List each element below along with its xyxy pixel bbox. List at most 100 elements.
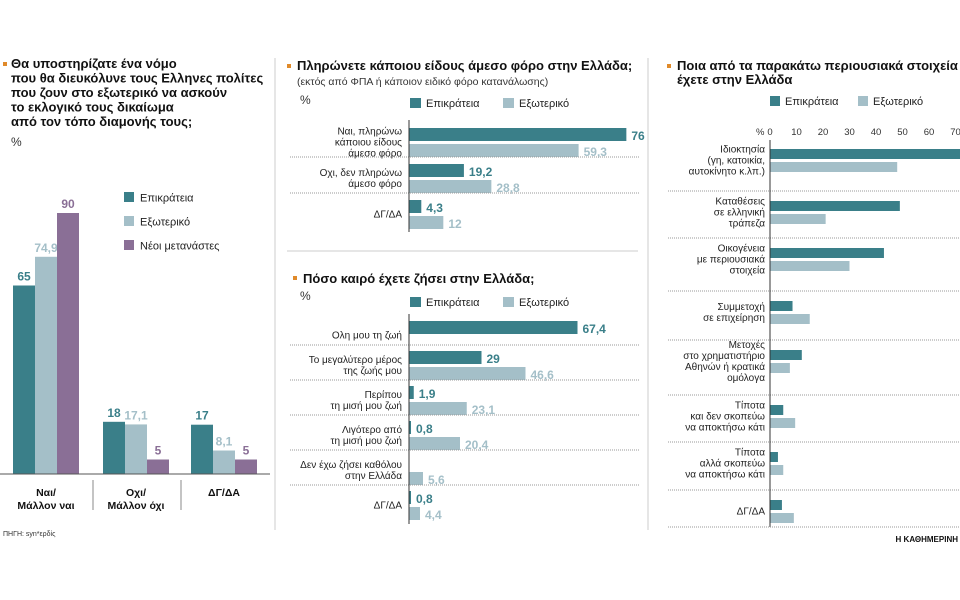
chart4-bar xyxy=(770,301,793,311)
chart1-title-line: που ζουν στο εξωτερικό να ασκούν xyxy=(11,85,227,100)
chart3-bar xyxy=(409,351,482,364)
chart1-legend-label: Νέοι μετανάστες xyxy=(140,241,219,253)
chart4-category-label: στο χρηματιστήριο xyxy=(683,350,765,362)
chart1-legend-swatch xyxy=(124,240,134,250)
chart1-legend-swatch xyxy=(124,216,134,226)
publisher-logo: Η ΚΑΘΗΜΕΡΙΝΗ xyxy=(896,535,959,544)
chart3-category-label: της ζωής μου xyxy=(343,365,402,377)
chart3-unit-label: % xyxy=(300,289,311,303)
chart3-category-label: Περίπου xyxy=(365,389,402,401)
chart4-bar xyxy=(770,452,778,462)
chart4-tick-label: 20 xyxy=(818,127,829,138)
chart3-legend-label: Εξωτερικό xyxy=(519,297,569,309)
chart1-bar xyxy=(35,256,57,474)
chart3-value-label: 20,4 xyxy=(465,438,489,452)
chart1-bar xyxy=(57,213,79,474)
chart4-title-line: Ποια από τα παρακάτω περιουσιακά στοιχεί… xyxy=(677,58,958,73)
chart4-category-label: Οικογένεια xyxy=(718,243,766,255)
chart3-title-marker xyxy=(293,276,297,280)
chart2-legend-swatch xyxy=(503,98,514,108)
chart1-unit-label: % xyxy=(11,135,22,149)
chart2-subtitle: (εκτός από ΦΠΑ ή κάποιον ειδικό φόρο κατ… xyxy=(297,76,548,88)
chart3-bar xyxy=(409,421,411,434)
chart2-title: Πληρώνετε κάποιου είδους άμεσο φόρο στην… xyxy=(297,58,632,73)
chart4-legend-label: Εξωτερικό xyxy=(873,96,923,108)
chart4-category-label: Τίποτα xyxy=(735,447,765,459)
chart1-category-label: Μάλλον όχι xyxy=(108,500,165,512)
chart4-tick-label: 50 xyxy=(897,127,908,138)
chart4-category-label: Τίποτα xyxy=(735,400,765,412)
chart2-legend-label: Εξωτερικό xyxy=(519,98,569,110)
chart1-value-label: 90 xyxy=(61,197,75,211)
chart4-bar xyxy=(770,248,884,258)
chart1-title-line: που θα διευκόλυνε τους Ελληνες πολίτες xyxy=(11,71,263,86)
chart3-value-label: 67,4 xyxy=(583,322,607,336)
chart4-bar xyxy=(770,162,898,172)
chart2-bar xyxy=(409,200,422,213)
chart1-value-label: 17 xyxy=(195,409,209,423)
chart1-category-label: Ναι/ xyxy=(36,487,56,499)
chart3-bar xyxy=(409,472,423,485)
chart4-category-label: και δεν σκοπεύω xyxy=(690,411,765,423)
chart3-bar xyxy=(409,402,467,415)
chart1-bar xyxy=(235,459,257,474)
chart3-value-label: 5,6 xyxy=(428,473,445,487)
chart4-category-label: ομόλογα xyxy=(727,372,765,384)
chart3-bar xyxy=(409,491,411,504)
chart1-title-line: το εκλογικό τους δικαίωμα xyxy=(11,100,174,115)
chart4-category-label: Ιδιοκτησία xyxy=(720,144,765,156)
chart2-category-label: άμεσο φόρο xyxy=(348,148,402,160)
chart1-bar xyxy=(103,421,125,474)
chart1-value-label: 5 xyxy=(243,444,250,458)
chart3-value-label: 4,4 xyxy=(425,508,442,522)
chart1-value-label: 8,1 xyxy=(216,435,233,449)
chart4-bar xyxy=(770,201,900,211)
chart3-category-label: στην Ελλάδα xyxy=(345,470,402,482)
chart4-bar xyxy=(770,261,850,271)
chart2-unit-label: % xyxy=(300,93,311,107)
chart4-tick-label: 0 xyxy=(767,127,772,138)
chart2-category-label: Οχι, δεν πληρώνω xyxy=(320,167,403,179)
chart2-value-label: 59,3 xyxy=(584,145,608,159)
chart4-category-label: Συμμετοχή xyxy=(717,301,765,313)
chart4-legend-swatch xyxy=(770,96,780,106)
chart3-legend-label: Επικράτεια xyxy=(426,297,480,309)
chart4-bar xyxy=(770,314,810,324)
chart3-category-label: Δεν έχω ζήσει καθόλου xyxy=(300,459,402,471)
chart2-value-label: 76 xyxy=(631,129,645,143)
chart3-bar xyxy=(409,367,526,380)
chart1-category-label: Οχι/ xyxy=(126,487,146,499)
chart4-category-label: με περιουσιακά xyxy=(697,254,765,266)
chart1-value-label: 18 xyxy=(107,406,121,420)
chart4-tick-label: 10 xyxy=(791,127,802,138)
chart2-category-label: ΔΓ/ΔΑ xyxy=(374,210,403,221)
chart4-category-label: Μετοχές xyxy=(729,339,766,351)
chart1-legend-label: Επικράτεια xyxy=(140,193,194,205)
chart1-bar xyxy=(191,424,213,474)
chart4-bar xyxy=(770,513,794,523)
chart3-legend-swatch xyxy=(503,297,514,307)
chart1-value-label: 17,1 xyxy=(124,408,148,422)
chart1-category-label: ΔΓ/ΔΑ xyxy=(208,487,240,499)
chart2-value-label: 4,3 xyxy=(426,201,443,215)
chart4-tick-label: 60 xyxy=(924,127,935,138)
chart4-category-label: στοιχεία xyxy=(730,265,766,277)
chart2-value-label: 19,2 xyxy=(469,165,493,179)
chart4-bar xyxy=(770,214,826,224)
chart3-category-label: ΔΓ/ΔΑ xyxy=(374,501,403,512)
chart1-title-line: από τον τόπο διαμονής τους; xyxy=(11,114,192,129)
chart1-title-marker xyxy=(3,62,7,66)
chart2-legend-label: Επικράτεια xyxy=(426,98,480,110)
chart3-bar xyxy=(409,437,460,450)
chart2-category-label: Ναι, πληρώνω xyxy=(337,126,402,138)
chart1-bar xyxy=(125,424,147,474)
chart4-category-label: Καταθέσεις xyxy=(715,196,765,208)
chart3-category-label: τη μισή μου ζωή xyxy=(331,400,402,412)
chart1-title-line: Θα υποστηρίζατε ένα νόμο xyxy=(11,56,177,71)
chart4-bar xyxy=(770,350,802,360)
chart4-category-label: αλλά σκοπεύω xyxy=(700,458,765,470)
chart3-category-label: Το μεγαλύτερο μέρος xyxy=(309,354,402,366)
chart4-legend-label: Επικράτεια xyxy=(785,96,839,108)
chart4-bar xyxy=(770,465,784,475)
chart4-bar xyxy=(770,149,960,159)
